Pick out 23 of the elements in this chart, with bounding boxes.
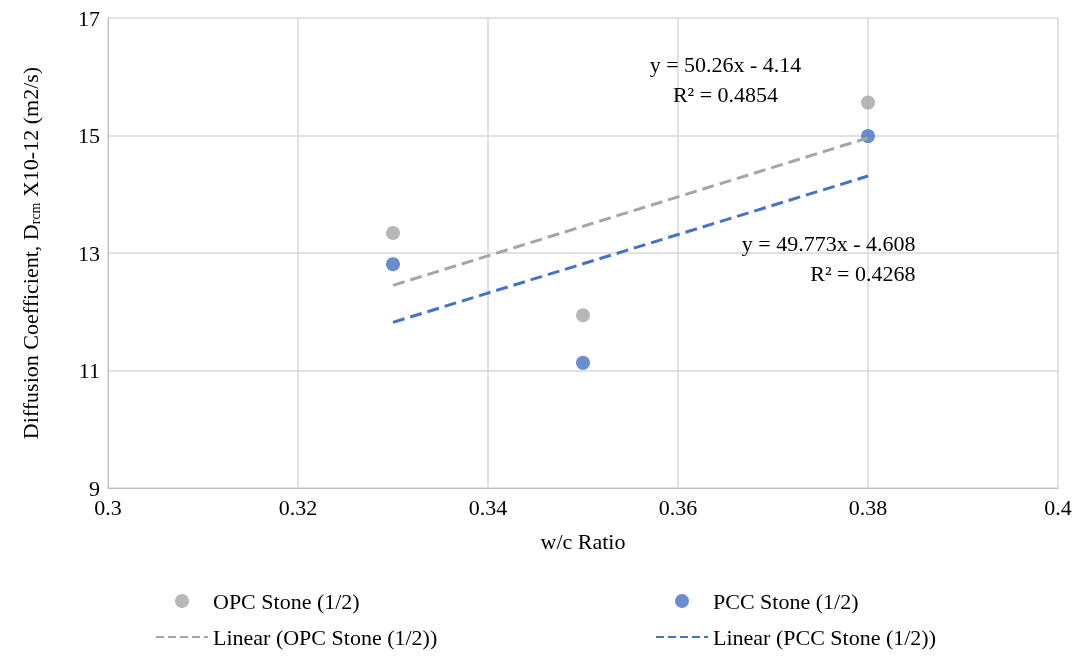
y-tick-label: 9 (89, 475, 100, 501)
legend-label: Linear (OPC Stone (1/2)) (213, 624, 438, 650)
point (861, 95, 875, 110)
point (386, 226, 400, 241)
y-tick-label: 13 (78, 240, 100, 266)
y-axis-title: Diffusion Coefficient, Drcm X10-12 (m2/s) (17, 66, 43, 440)
legend-label: Linear (PCC Stone (1/2)) (713, 624, 937, 650)
legend-label: OPC Stone (1/2) (213, 588, 360, 614)
x-tick-label: 0.4 (1044, 494, 1072, 520)
point (386, 257, 400, 272)
x-tick-label: 0.32 (278, 494, 318, 520)
point (576, 308, 590, 323)
y-tick-label: 15 (78, 123, 100, 148)
x-tick-label: 0.34 (468, 494, 508, 520)
legend-label: PCC Stone (1/2) (713, 588, 859, 614)
y-tick-label: 17 (78, 5, 100, 31)
annotation: y = 50.26x - 4.14 R² = 0.4854 (649, 52, 802, 108)
x-tick-label: 0.36 (658, 494, 698, 520)
point (576, 355, 590, 370)
y-tick-label: 11 (78, 358, 100, 383)
x-tick-label: 0.38 (848, 494, 888, 520)
annotation: y = 49.773x - 4.608 R² = 0.4268 (741, 231, 916, 287)
x-axis-title: w/c Ratio (540, 528, 626, 554)
